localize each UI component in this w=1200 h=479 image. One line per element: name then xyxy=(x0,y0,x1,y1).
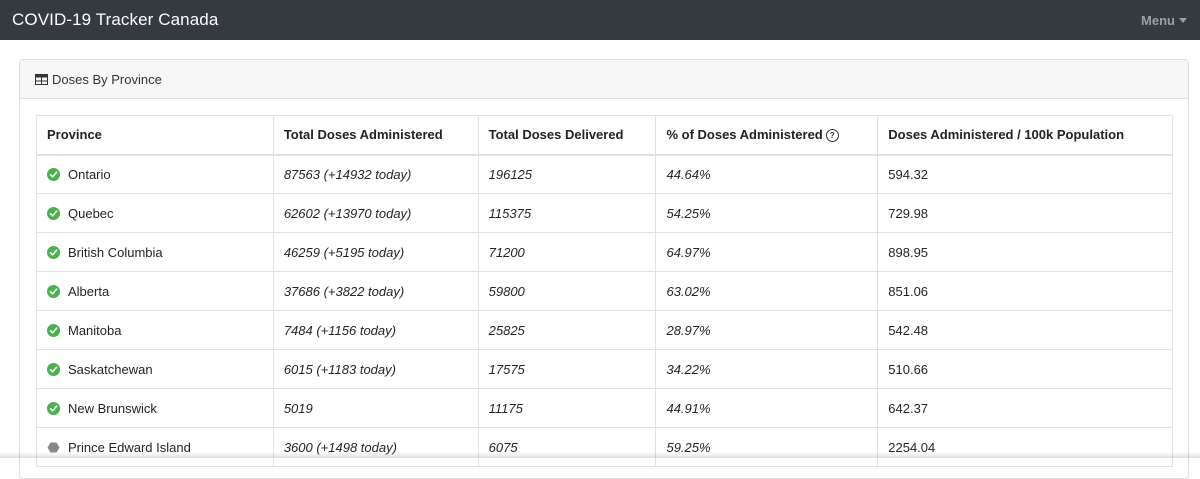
table-row: British Columbia 46259 (+5195 today)71200… xyxy=(37,233,1173,272)
province-wrapper: Saskatchewan xyxy=(47,362,263,377)
province-wrapper: Ontario xyxy=(47,167,263,182)
cell-per100k: 2254.04 xyxy=(878,428,1173,467)
cell-administered: 3600 (+1498 today) xyxy=(273,428,478,467)
province-wrapper: Quebec xyxy=(47,206,263,221)
province-wrapper: British Columbia xyxy=(47,245,263,260)
doses-card: Doses By Province Province Total Doses A… xyxy=(19,59,1189,479)
menu-label: Menu xyxy=(1141,13,1175,28)
cell-percent: 28.97% xyxy=(656,311,878,350)
check-circle-icon xyxy=(47,168,60,181)
cell-administered: 46259 (+5195 today) xyxy=(273,233,478,272)
header-delivered: Total Doses Delivered xyxy=(478,116,656,155)
menu-dropdown[interactable]: Menu xyxy=(1141,13,1188,28)
cell-delivered: 6075 xyxy=(478,428,656,467)
province-name: Quebec xyxy=(68,206,114,221)
header-percent: % of Doses Administered? xyxy=(656,116,878,155)
cell-administered: 5019 xyxy=(273,389,478,428)
cell-percent: 34.22% xyxy=(656,350,878,389)
cell-province: New Brunswick xyxy=(37,389,274,428)
cell-administered: 87563 (+14932 today) xyxy=(273,155,478,194)
province-wrapper: New Brunswick xyxy=(47,401,263,416)
cell-percent: 54.25% xyxy=(656,194,878,233)
bottom-shadow xyxy=(0,452,1200,458)
cell-per100k: 542.48 xyxy=(878,311,1173,350)
table-header-row: Province Total Doses Administered Total … xyxy=(37,116,1173,155)
cell-province: Prince Edward Island xyxy=(37,428,274,467)
cell-percent: 64.97% xyxy=(656,233,878,272)
cell-province: Alberta xyxy=(37,272,274,311)
cell-per100k: 642.37 xyxy=(878,389,1173,428)
cell-percent: 63.02% xyxy=(656,272,878,311)
table-icon xyxy=(35,74,48,85)
cell-per100k: 729.98 xyxy=(878,194,1173,233)
check-circle-icon xyxy=(47,363,60,376)
province-name: Ontario xyxy=(68,167,111,182)
card-header: Doses By Province xyxy=(20,60,1188,99)
header-per100k: Doses Administered / 100k Population xyxy=(878,116,1173,155)
cell-province: Saskatchewan xyxy=(37,350,274,389)
province-wrapper: Manitoba xyxy=(47,323,263,338)
check-circle-icon xyxy=(47,285,60,298)
cell-delivered: 11175 xyxy=(478,389,656,428)
cell-delivered: 25825 xyxy=(478,311,656,350)
cell-administered: 7484 (+1156 today) xyxy=(273,311,478,350)
cell-percent: 59.25% xyxy=(656,428,878,467)
help-icon[interactable]: ? xyxy=(826,129,839,142)
check-circle-icon xyxy=(47,246,60,259)
cell-per100k: 851.06 xyxy=(878,272,1173,311)
cell-province: Manitoba xyxy=(37,311,274,350)
card-title: Doses By Province xyxy=(52,72,162,87)
check-circle-icon xyxy=(47,207,60,220)
province-name: British Columbia xyxy=(68,245,163,260)
province-name: New Brunswick xyxy=(68,401,157,416)
cell-percent: 44.91% xyxy=(656,389,878,428)
cell-province: Ontario xyxy=(37,155,274,194)
cell-delivered: 59800 xyxy=(478,272,656,311)
cell-administered: 62602 (+13970 today) xyxy=(273,194,478,233)
cell-administered: 6015 (+1183 today) xyxy=(273,350,478,389)
province-name: Saskatchewan xyxy=(68,362,153,377)
cell-delivered: 196125 xyxy=(478,155,656,194)
cell-per100k: 510.66 xyxy=(878,350,1173,389)
province-name: Manitoba xyxy=(68,323,121,338)
check-circle-icon xyxy=(47,324,60,337)
province-name: Alberta xyxy=(68,284,109,299)
caret-down-icon xyxy=(1179,18,1187,23)
header-province: Province xyxy=(37,116,274,155)
cell-delivered: 71200 xyxy=(478,233,656,272)
header-administered: Total Doses Administered xyxy=(273,116,478,155)
header-percent-label: % of Doses Administered xyxy=(666,127,822,142)
province-wrapper: Alberta xyxy=(47,284,263,299)
top-navbar: COVID-19 Tracker Canada Menu xyxy=(0,0,1200,40)
cell-per100k: 898.95 xyxy=(878,233,1173,272)
cell-province: British Columbia xyxy=(37,233,274,272)
check-circle-icon xyxy=(47,402,60,415)
cell-administered: 37686 (+3822 today) xyxy=(273,272,478,311)
doses-table: Province Total Doses Administered Total … xyxy=(36,115,1173,467)
brand-link[interactable]: COVID-19 Tracker Canada xyxy=(12,10,218,30)
cell-per100k: 594.32 xyxy=(878,155,1173,194)
cell-province: Quebec xyxy=(37,194,274,233)
cell-delivered: 17575 xyxy=(478,350,656,389)
cell-delivered: 115375 xyxy=(478,194,656,233)
cell-percent: 44.64% xyxy=(656,155,878,194)
